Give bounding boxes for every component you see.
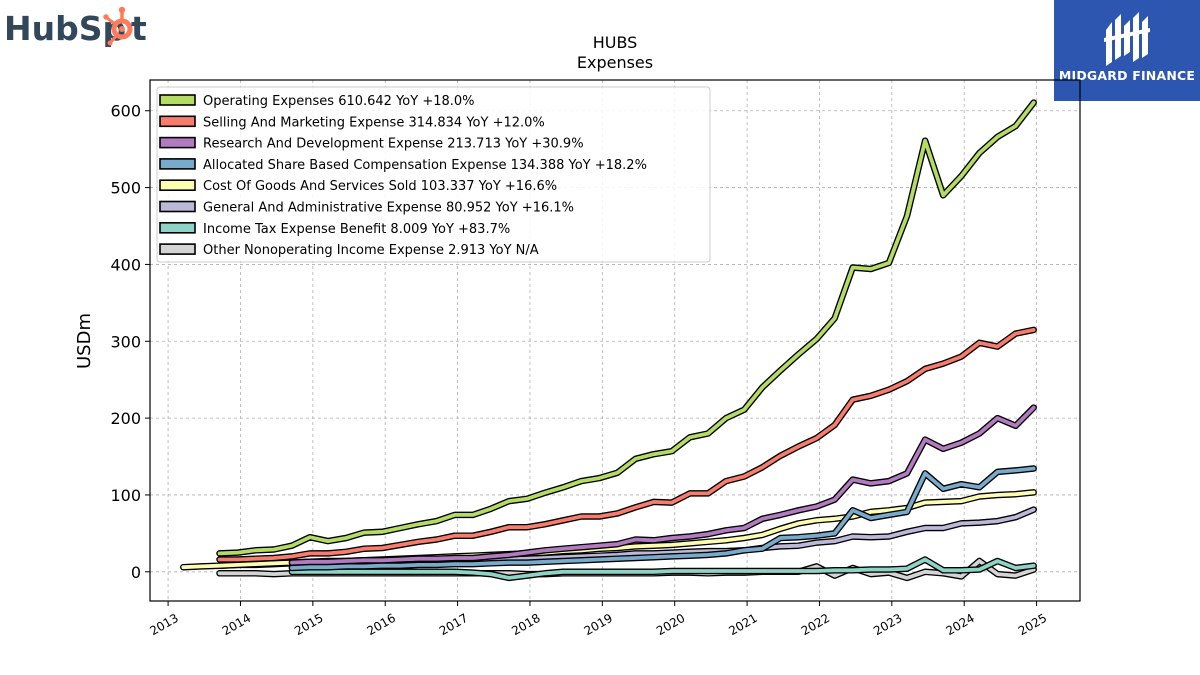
x-tick-label: 2024 <box>943 611 976 638</box>
y-tick-label: 500 <box>110 179 141 198</box>
series-line-outline <box>216 326 1037 563</box>
y-axis-label: USDm <box>74 313 95 369</box>
midgard-finance-emblem-icon <box>1104 12 1150 66</box>
midgard-finance-logo: MIDGARD FINANCE <box>1054 0 1200 101</box>
series-line-4 <box>288 465 1037 572</box>
x-tick-label: 2016 <box>364 611 397 638</box>
x-tick-label: 2013 <box>147 611 180 638</box>
hubspot-logo: HubSp t <box>4 4 154 50</box>
y-tick-label: 400 <box>110 255 141 274</box>
legend-frame <box>156 86 711 263</box>
series-line-stroke <box>289 405 1036 565</box>
legend-swatch <box>159 158 196 170</box>
legend-swatch <box>159 200 196 213</box>
legend-entry: Research And Development Expense 213.713… <box>203 137 584 152</box>
x-tick-label: 2017 <box>437 611 470 638</box>
x-tick-label: 2015 <box>292 611 325 638</box>
x-tick-label: 2018 <box>509 611 542 638</box>
legend-swatch <box>159 115 196 128</box>
legend-swatch <box>159 179 196 191</box>
y-tick-label: 100 <box>110 486 141 505</box>
midgard-finance-brand-name: MIDGARD FINANCE <box>1058 68 1196 83</box>
chart-legend: Operating Expenses 610.642 YoY +18.0% Sel… <box>156 86 711 263</box>
y-tick-label: 200 <box>110 409 141 428</box>
x-tick-label: 2021 <box>726 611 759 638</box>
legend-entry: Other Nonoperating Income Expense 2.913 … <box>203 243 539 258</box>
legend-swatch <box>159 222 196 234</box>
series-line-1 <box>216 99 1037 557</box>
series-line-stroke <box>217 327 1036 562</box>
legend-swatch <box>159 94 196 106</box>
y-tick-label: 600 <box>110 102 141 121</box>
x-tick-label: 2020 <box>654 611 687 638</box>
hubspot-logo-text-end: t <box>131 9 147 48</box>
series-line-2 <box>216 326 1037 563</box>
y-axis: 0 100 200 300 400 500 600 <box>110 102 150 582</box>
legend-swatch <box>159 243 196 255</box>
x-tick-label: 2022 <box>799 611 832 638</box>
x-tick-label: 2023 <box>871 611 904 638</box>
series-line-7 <box>288 556 1037 582</box>
plot-frame <box>149 79 1081 602</box>
chart-title: HUBS <box>593 33 638 52</box>
series-line-3 <box>288 404 1037 566</box>
hubspot-sprocket-icon <box>103 6 133 46</box>
chart-subtitle: Expenses <box>577 53 653 72</box>
legend-entry: Operating Expenses 610.642 YoY +18.0% <box>203 94 475 109</box>
x-axis: 2013 2014 2015 2016 2017 2018 2019 2020 2021 2022… <box>147 601 1049 638</box>
legend-swatch <box>159 136 196 149</box>
x-tick-label: 2014 <box>220 611 253 638</box>
series-layer <box>180 99 1037 582</box>
series-line-stroke <box>289 557 1036 580</box>
series-line-stroke <box>289 466 1036 570</box>
series-line-stroke <box>217 100 1036 556</box>
legend-entry: Allocated Share Based Compensation Expen… <box>203 158 647 173</box>
x-tick-label: 2025 <box>1016 611 1049 638</box>
y-tick-label: 300 <box>110 332 141 351</box>
legend-entry: Cost Of Goods And Services Sold 103.337 … <box>203 179 557 194</box>
legend-entry: General And Administrative Expense 80.95… <box>203 201 574 216</box>
legend-entry: Selling And Marketing Expense 314.834 Yo… <box>203 115 545 130</box>
x-tick-label: 2019 <box>582 611 615 638</box>
y-tick-label: 0 <box>131 563 141 582</box>
legend-entry: Income Tax Expense Benefit 8.009 YoY +83… <box>203 222 510 237</box>
